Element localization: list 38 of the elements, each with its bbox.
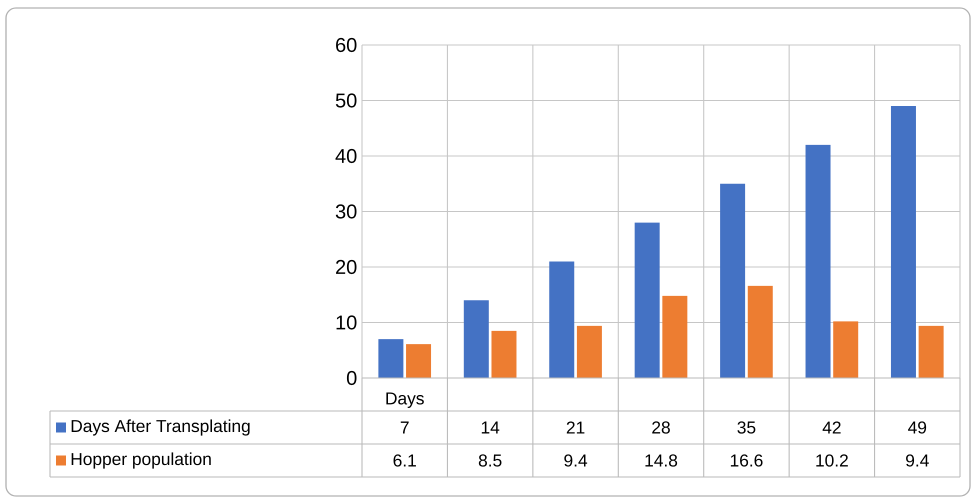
data-label: 9.4 bbox=[564, 454, 588, 467]
bar bbox=[406, 344, 432, 378]
bar bbox=[464, 300, 489, 378]
y-tick-label: 40 bbox=[336, 148, 356, 164]
data-label: 28 bbox=[652, 421, 670, 434]
bar bbox=[662, 296, 688, 378]
data-label: 21 bbox=[566, 421, 584, 434]
y-tick-label: 60 bbox=[336, 38, 356, 52]
data-label: 14.8 bbox=[645, 454, 678, 467]
data-label: 16.6 bbox=[730, 454, 763, 467]
data-label: 42 bbox=[822, 421, 841, 434]
bar bbox=[748, 286, 773, 378]
data-label: 10.2 bbox=[816, 454, 848, 467]
x-tick-label: Days bbox=[386, 392, 424, 408]
y-tick-label: 20 bbox=[336, 260, 356, 274]
bar bbox=[634, 222, 660, 378]
data-label: 8.5 bbox=[478, 454, 502, 467]
bar bbox=[890, 106, 916, 378]
legend-label: Days After Transplating bbox=[72, 419, 250, 436]
data-label: 49 bbox=[908, 421, 926, 434]
y-tick-label: 50 bbox=[336, 93, 356, 108]
data-label: 14 bbox=[482, 422, 500, 434]
data-label: 7 bbox=[400, 422, 409, 434]
bar bbox=[833, 321, 858, 378]
bar bbox=[576, 326, 602, 378]
data-label: 9.4 bbox=[906, 454, 929, 467]
y-tick-label: 10 bbox=[336, 315, 356, 330]
data-label: 35 bbox=[737, 421, 756, 434]
y-tick-label: 0 bbox=[346, 370, 356, 386]
bar bbox=[378, 339, 404, 378]
y-tick-label: 30 bbox=[336, 204, 356, 219]
bar bbox=[918, 326, 944, 378]
bar bbox=[549, 261, 574, 378]
data-label: 6.1 bbox=[394, 454, 416, 467]
legend-label: Hopper population bbox=[72, 452, 211, 469]
bar bbox=[806, 144, 831, 378]
bar bbox=[720, 184, 746, 378]
bar bbox=[491, 330, 516, 378]
